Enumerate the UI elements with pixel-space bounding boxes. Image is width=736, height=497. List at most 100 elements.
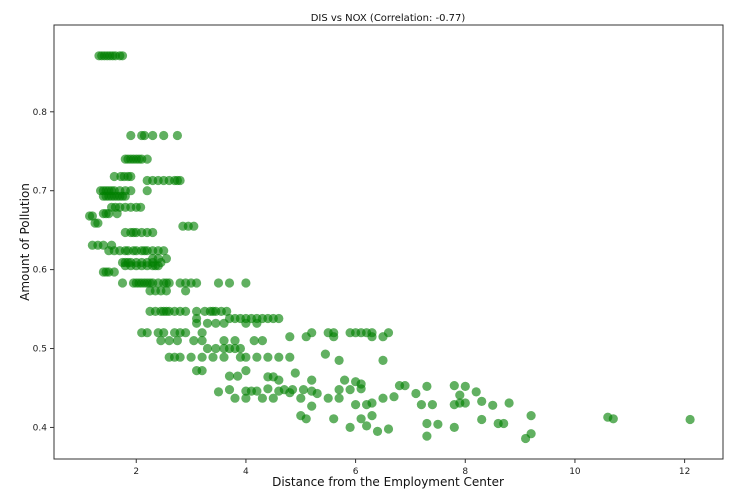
data-point xyxy=(219,352,229,362)
data-point xyxy=(241,278,251,288)
data-point xyxy=(126,130,136,141)
data-point xyxy=(488,400,498,410)
data-point xyxy=(389,392,399,402)
data-point xyxy=(499,418,509,429)
data-point xyxy=(241,318,251,328)
data-point xyxy=(372,426,383,436)
data-point xyxy=(235,343,245,354)
data-point xyxy=(307,375,317,385)
y-tick-label: 0.4 xyxy=(33,423,48,433)
data-point xyxy=(416,400,426,410)
data-point xyxy=(427,400,437,410)
data-point xyxy=(285,332,295,342)
data-point xyxy=(378,393,388,403)
data-point xyxy=(422,431,432,441)
data-point xyxy=(233,371,243,381)
data-point xyxy=(449,422,459,432)
data-point xyxy=(362,421,372,431)
data-point xyxy=(159,328,169,338)
data-point xyxy=(301,414,311,424)
data-point xyxy=(460,381,470,391)
plot-frame xyxy=(53,24,724,460)
data-point xyxy=(153,261,163,271)
data-point xyxy=(224,385,235,395)
data-point xyxy=(296,393,306,403)
data-point xyxy=(213,278,224,288)
data-point xyxy=(112,209,122,219)
data-point xyxy=(148,227,158,238)
data-point xyxy=(87,211,97,221)
data-point xyxy=(211,343,221,354)
data-point xyxy=(323,393,333,403)
data-point xyxy=(197,336,207,346)
data-point xyxy=(241,393,251,403)
data-point xyxy=(367,411,377,421)
data-point xyxy=(109,267,119,277)
data-point xyxy=(189,221,199,231)
data-point xyxy=(136,202,146,212)
x-tick-label: 6 xyxy=(353,467,359,477)
data-point xyxy=(504,398,514,408)
data-point xyxy=(356,379,366,389)
data-point xyxy=(156,336,166,346)
data-point xyxy=(285,352,295,362)
y-tick-label: 0.6 xyxy=(33,266,48,276)
data-point xyxy=(109,171,119,182)
data-point xyxy=(164,336,174,346)
data-point xyxy=(340,375,350,385)
x-axis-label: Distance from the Employment Center xyxy=(272,475,504,489)
data-point xyxy=(411,388,421,399)
data-point xyxy=(172,336,182,346)
data-point xyxy=(301,332,311,342)
data-point xyxy=(241,366,251,376)
data-point xyxy=(219,336,229,346)
data-point xyxy=(126,171,136,182)
data-point xyxy=(268,393,278,403)
data-point xyxy=(192,306,202,316)
data-point xyxy=(142,154,152,164)
data-point xyxy=(213,387,224,397)
data-point xyxy=(274,313,284,324)
data-point xyxy=(608,414,618,424)
data-point xyxy=(249,336,259,346)
data-point xyxy=(334,393,344,403)
data-point xyxy=(224,371,235,381)
data-point xyxy=(334,385,344,395)
data-point xyxy=(202,318,213,328)
data-point xyxy=(312,388,322,399)
data-point xyxy=(120,191,130,201)
data-point xyxy=(159,246,169,256)
data-point xyxy=(334,355,344,365)
data-point xyxy=(521,433,531,444)
data-points xyxy=(85,51,695,444)
y-tick-label: 0.7 xyxy=(33,187,47,197)
x-axis-ticks: 2 4 6 8 10 12 xyxy=(133,459,690,477)
data-point xyxy=(433,419,443,429)
data-point xyxy=(477,396,487,406)
data-point xyxy=(378,332,388,342)
data-point xyxy=(181,328,191,338)
data-point xyxy=(298,385,309,395)
data-point xyxy=(192,318,202,328)
data-point xyxy=(197,366,207,376)
data-point xyxy=(224,278,235,288)
data-point xyxy=(345,422,355,432)
y-tick-label: 0.5 xyxy=(33,345,47,355)
y-axis-ticks: 0.4 0.5 0.6 0.7 0.8 xyxy=(33,108,54,433)
data-point xyxy=(192,278,202,288)
data-point xyxy=(307,401,317,411)
data-point xyxy=(159,130,169,141)
data-point xyxy=(378,355,388,365)
data-point xyxy=(189,336,199,346)
data-point xyxy=(422,381,432,391)
data-point xyxy=(383,424,394,434)
data-point xyxy=(285,388,295,398)
data-point xyxy=(164,278,174,288)
data-point xyxy=(93,218,103,228)
chart-title: DIS vs NOX (Correlation: -0.77) xyxy=(311,13,466,24)
data-point xyxy=(252,352,262,362)
data-point xyxy=(252,386,262,396)
data-point xyxy=(175,352,185,362)
y-tick-label: 0.8 xyxy=(33,108,48,118)
